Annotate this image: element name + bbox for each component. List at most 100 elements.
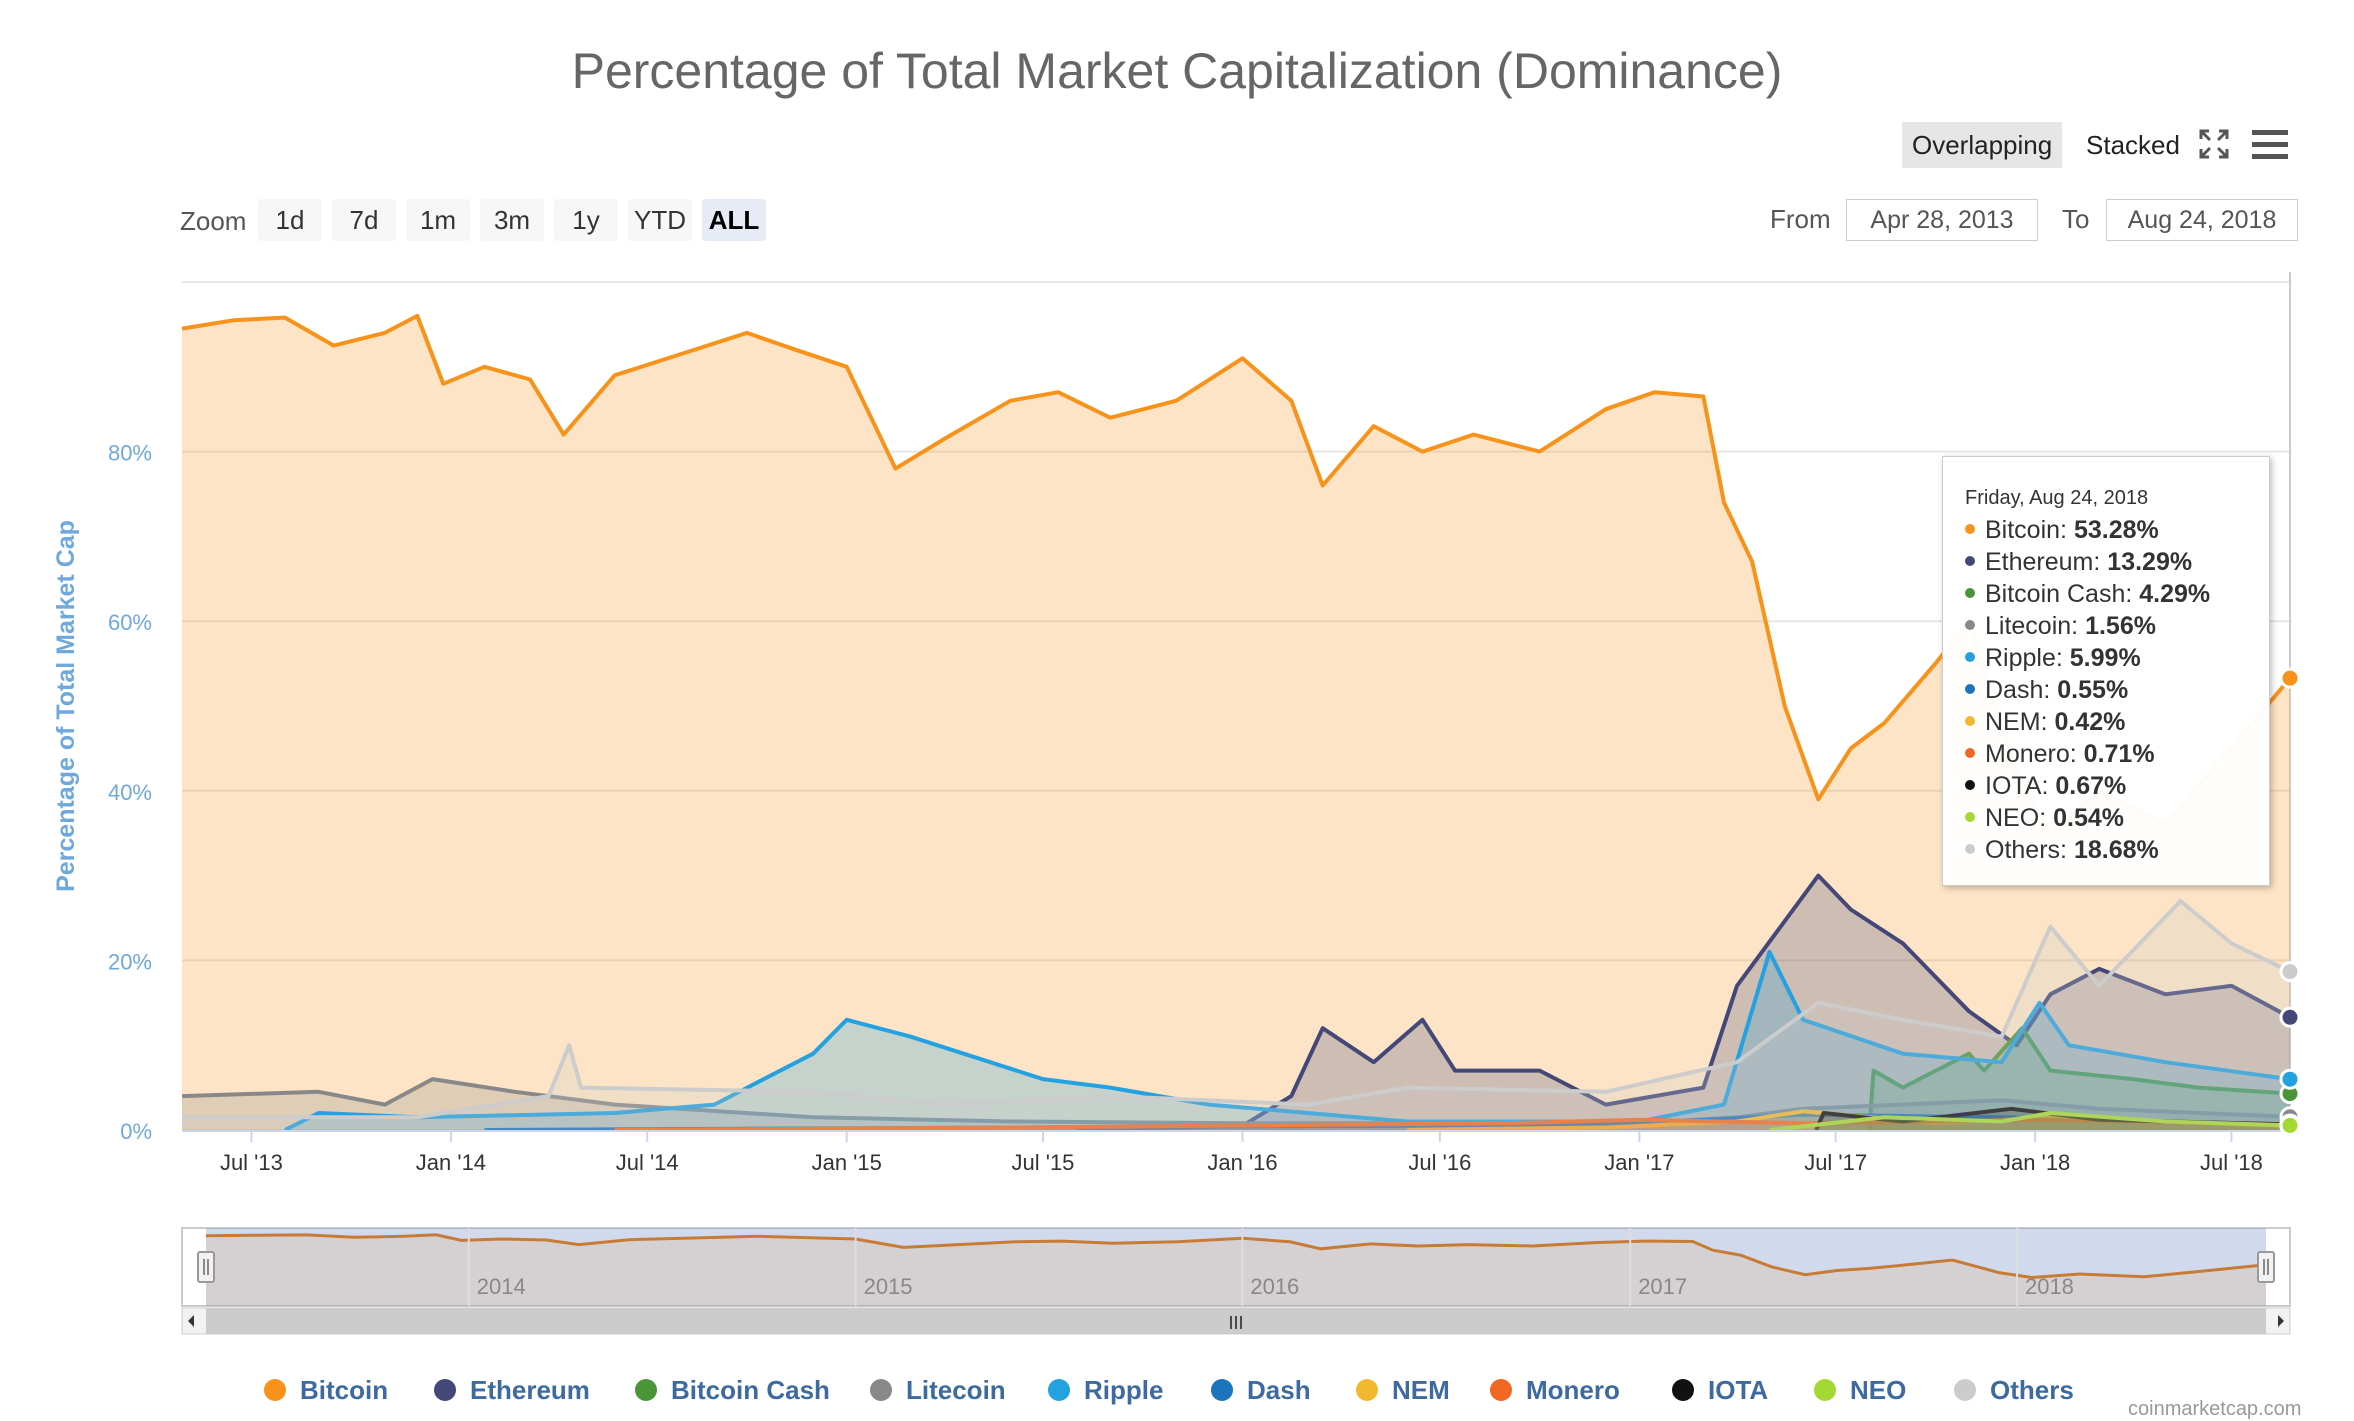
navigator-year-label: 2016: [1250, 1274, 1299, 1299]
legend-dot: [1490, 1379, 1512, 1402]
navigator-left-handle[interactable]: [197, 1251, 215, 1283]
tooltip-series-value: 1.56%: [2085, 612, 2156, 640]
y-tick-label: 0%: [120, 1119, 152, 1144]
scrollbar-left-arrow[interactable]: [188, 1315, 194, 1327]
tooltip-series-name: Others: [1985, 836, 2061, 864]
tooltip-row-litecoin: Litecoin: 1.56%: [1965, 610, 2269, 642]
x-tick-label: Jul '13: [220, 1150, 283, 1175]
y-tick-label: 20%: [108, 949, 152, 974]
navigator-year-label: 2018: [2025, 1274, 2074, 1299]
tooltip-dot: [1965, 620, 1975, 631]
tooltip-row-ripple: Ripple: 5.99%: [1965, 642, 2269, 674]
zoom-ytd-button[interactable]: YTD: [628, 199, 692, 241]
to-date-input[interactable]: Aug 24, 2018: [2106, 199, 2298, 241]
from-date-input[interactable]: Apr 28, 2013: [1846, 199, 2038, 241]
navigator-year-label: 2014: [477, 1274, 526, 1299]
zoom-label: Zoom: [180, 206, 247, 236]
tooltip-series-name: Litecoin: [1985, 612, 2072, 640]
tooltip-dot: [1965, 588, 1975, 599]
legend-item-dash[interactable]: Dash: [1211, 1370, 1311, 1410]
legend-item-nem[interactable]: NEM: [1356, 1370, 1450, 1410]
tooltip-dot: [1965, 780, 1975, 791]
line-ethereum: [1076, 873, 2291, 1132]
x-tick-label: Jan '17: [1604, 1150, 1674, 1175]
tooltip-date: Friday, Aug 24, 2018: [1965, 487, 2149, 509]
chart-legend: Bitcoin Ethereum Bitcoin Cash Litecoin Rippl…: [0, 1370, 2354, 1410]
tooltip-series-value: 0.67%: [2055, 772, 2127, 800]
credit-text: coinmarketcap.com: [2128, 1398, 2302, 1420]
tooltip-row-iota: IOTA: 0.67%: [1965, 770, 2269, 802]
series-neo: [1769, 1111, 2291, 1132]
x-tick-label: Jul '14: [616, 1150, 679, 1175]
legend-item-monero[interactable]: Monero: [1490, 1370, 1620, 1410]
tooltip-dot: [1965, 556, 1975, 567]
stacked-button[interactable]: Stacked: [2086, 130, 2180, 160]
legend-item-iota[interactable]: IOTA: [1672, 1370, 1768, 1410]
tooltip-series-value: 0.42%: [2054, 708, 2126, 736]
tooltip-series-value: 0.71%: [2083, 740, 2155, 768]
tooltip-row-dash: Dash: 0.55%: [1965, 674, 2269, 706]
hamburger-menu-icon[interactable]: [2252, 130, 2288, 166]
legend-item-bitcoin[interactable]: Bitcoin: [264, 1370, 388, 1410]
x-tick-label: Jan '14: [416, 1150, 486, 1175]
tooltip-row-others: Others: 18.68%: [1965, 834, 2269, 866]
legend-item-others[interactable]: Others: [1954, 1370, 2074, 1410]
to-label: To: [2062, 204, 2090, 234]
legend-item-ethereum[interactable]: Ethereum: [434, 1370, 590, 1410]
zoom-7d-button[interactable]: 7d: [332, 199, 396, 241]
fullscreen-icon[interactable]: [2198, 128, 2230, 160]
y-tick-label: 80%: [108, 441, 152, 466]
legend-item-bitcoin-cash[interactable]: Bitcoin Cash: [635, 1370, 830, 1410]
tooltip-series-value: 13.29%: [2107, 548, 2193, 576]
end-marker-ethereum: [2279, 1006, 2301, 1028]
marker-layer: [2279, 667, 2301, 1137]
legend-item-ripple[interactable]: Ripple: [1048, 1370, 1163, 1410]
end-marker-ripple: [2279, 1068, 2301, 1090]
series-ripple: [284, 949, 2291, 1132]
tooltip-series-value: 4.29%: [2139, 580, 2211, 608]
tooltip-dot: [1965, 524, 1975, 535]
zoom-all-button[interactable]: ALL: [702, 199, 766, 241]
end-marker-others: [2279, 961, 2301, 983]
tooltip-series-name: Monero: [1985, 740, 2070, 768]
legend-dot: [1356, 1379, 1378, 1402]
series-others: [182, 899, 2291, 1130]
tooltip-row-nem: NEM: 0.42%: [1965, 706, 2269, 738]
line-litecoin: [181, 1077, 2291, 1126]
legend-item-neo[interactable]: NEO: [1814, 1370, 1906, 1410]
legend-item-litecoin[interactable]: Litecoin: [870, 1370, 1006, 1410]
tooltip-series-name: NEO: [1985, 804, 2040, 832]
legend-label: Bitcoin: [300, 1375, 389, 1405]
line-others: [182, 899, 2291, 1120]
line-bitcoin-cash: [1867, 1026, 2291, 1131]
series-layer: [181, 313, 2292, 1132]
tooltip-row-neo: NEO: 0.54%: [1965, 802, 2269, 834]
line-bitcoin: [181, 313, 2292, 836]
zoom-1y-button[interactable]: 1y: [554, 199, 618, 241]
legend-label: Others: [1990, 1375, 2074, 1405]
y-tick-label: 60%: [108, 610, 152, 635]
navigator-year-label: 2015: [864, 1274, 913, 1299]
tooltip-dot: [1965, 844, 1975, 855]
navigator-right-handle[interactable]: [2257, 1251, 2275, 1283]
navigator-area: [206, 1234, 2266, 1306]
x-tick-label: Jul '18: [2200, 1150, 2263, 1175]
zoom-1m-button[interactable]: 1m: [406, 199, 470, 241]
scrollbar-right-arrow[interactable]: [2278, 1315, 2284, 1327]
tooltip-series-value: 53.28%: [2073, 516, 2159, 544]
series-bitcoin: [181, 313, 2292, 1130]
area-bitcoin-cash: [1869, 1028, 2290, 1130]
scrollbar-thumb[interactable]: [206, 1308, 2266, 1334]
end-marker-neo: [2279, 1114, 2301, 1136]
tooltip-dot: [1965, 748, 1975, 759]
x-tick-label: Jan '16: [1207, 1150, 1277, 1175]
tooltip-series-name: IOTA: [1985, 772, 2042, 800]
tooltip-dot: [1965, 652, 1975, 663]
series-monero: [614, 1117, 2291, 1132]
zoom-3m-button[interactable]: 3m: [480, 199, 544, 241]
zoom-1d-button[interactable]: 1d: [258, 199, 322, 241]
legend-dot: [1048, 1379, 1070, 1402]
overlapping-button[interactable]: Overlapping: [1902, 122, 2063, 168]
from-label: From: [1770, 204, 1831, 234]
